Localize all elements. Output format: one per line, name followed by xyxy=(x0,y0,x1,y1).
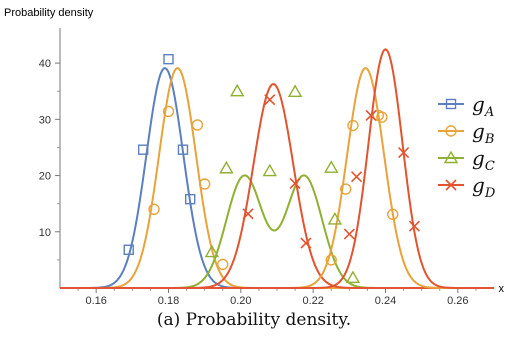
legend-marker xyxy=(445,98,457,110)
figure-caption: (a) Probability density. xyxy=(156,310,352,330)
x-tick-label: 0.18 xyxy=(158,295,179,307)
y-tick-label: 20 xyxy=(39,171,51,183)
data-point-b xyxy=(325,254,337,266)
data-point-b xyxy=(340,183,352,195)
data-point-d xyxy=(242,208,254,220)
data-point-d xyxy=(343,228,355,240)
legend-label-d: gD xyxy=(472,173,496,201)
y-tick-label: 10 xyxy=(39,227,51,239)
x-tick-label: 0.26 xyxy=(447,295,468,307)
legend-subscript: B xyxy=(484,132,495,147)
data-point-b xyxy=(198,178,211,190)
data-point-a xyxy=(163,53,174,65)
data-point-c xyxy=(327,211,343,225)
series-curve-d xyxy=(60,48,494,289)
data-point-c xyxy=(204,244,220,258)
y-tick-label: 30 xyxy=(39,114,51,126)
x-tick-label: 0.20 xyxy=(230,295,251,307)
data-point-c xyxy=(219,160,234,174)
data-point-a xyxy=(123,244,134,255)
legend-label-b: gB xyxy=(472,119,494,147)
x-axis-title: x xyxy=(499,283,505,295)
series-curve-b xyxy=(60,67,494,289)
legend-label-c: gC xyxy=(472,146,495,174)
y-tick-label: 40 xyxy=(39,58,51,70)
data-point-d xyxy=(351,171,363,183)
data-point-d xyxy=(300,237,312,249)
legend-symbol: g xyxy=(472,119,485,143)
legend-marker xyxy=(445,179,457,191)
series-curve-d xyxy=(60,83,494,289)
x-tick-label: 0.16 xyxy=(85,295,106,307)
data-point-d xyxy=(264,94,276,106)
data-point-c xyxy=(345,270,361,284)
legend-symbol: g xyxy=(472,146,485,170)
data-point-d xyxy=(398,146,410,159)
data-point-c xyxy=(262,163,277,177)
data-point-a xyxy=(177,144,189,155)
y-axis-title: Probability density xyxy=(4,7,94,19)
data-point-b xyxy=(347,119,359,132)
legend-subscript: C xyxy=(485,159,495,174)
data-point-d xyxy=(289,177,301,189)
legend-subscript: A xyxy=(484,105,494,120)
legend-marker xyxy=(445,125,457,137)
series-curve-c xyxy=(60,174,494,289)
data-point-b xyxy=(148,203,160,215)
data-point-b xyxy=(191,119,204,131)
data-point-b xyxy=(162,105,175,118)
data-point-c xyxy=(230,83,245,97)
plot-area: 0.16 0.18 0.20 0.22 0.24 0.26 10 20 30 40 xyxy=(39,28,494,307)
data-point-a xyxy=(184,193,196,205)
series-curve-a xyxy=(60,67,494,289)
x-tick-label: 0.22 xyxy=(302,295,323,307)
series-curve-b xyxy=(60,67,494,289)
data-point-c xyxy=(287,84,303,97)
data-point-b xyxy=(387,208,399,221)
data-point-d xyxy=(408,220,420,232)
legend-subscript: D xyxy=(484,186,496,201)
legend-symbol: g xyxy=(472,92,485,116)
legend-marker xyxy=(443,150,459,164)
x-tick-label: 0.24 xyxy=(375,295,396,307)
legend-label-a: gA xyxy=(472,92,494,120)
probability-density-chart: Probability density x 0.16 0.18 0.20 0.22 0.… xyxy=(4,7,505,307)
data-point-b xyxy=(376,111,388,123)
data-point-b xyxy=(217,258,229,271)
legend-symbol: g xyxy=(472,173,485,197)
data-point-c xyxy=(324,160,339,173)
data-point-d xyxy=(365,109,377,121)
data-point-a xyxy=(137,144,149,155)
